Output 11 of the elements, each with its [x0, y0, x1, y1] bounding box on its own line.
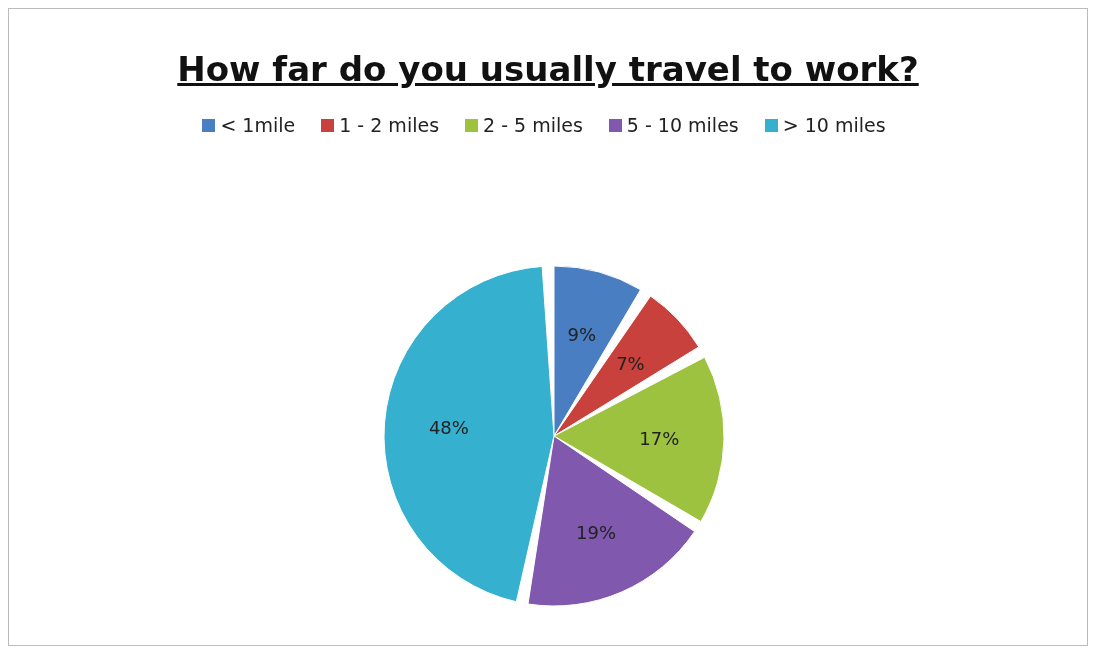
- data-label: 19%: [576, 522, 617, 544]
- data-label: 48%: [428, 417, 469, 439]
- chart-title: How far do you usually travel to work?: [176, 49, 920, 91]
- legend-label: 1 - 2 miles: [339, 114, 440, 136]
- data-label: 7%: [616, 352, 645, 374]
- legend-label: < 1mile: [220, 114, 296, 136]
- legend-label: 5 - 10 miles: [626, 114, 739, 136]
- data-label: 17%: [639, 427, 680, 449]
- legend-label: > 10 miles: [782, 114, 886, 136]
- data-label: 9%: [567, 323, 597, 345]
- legend-label: 2 - 5 miles: [483, 114, 583, 136]
